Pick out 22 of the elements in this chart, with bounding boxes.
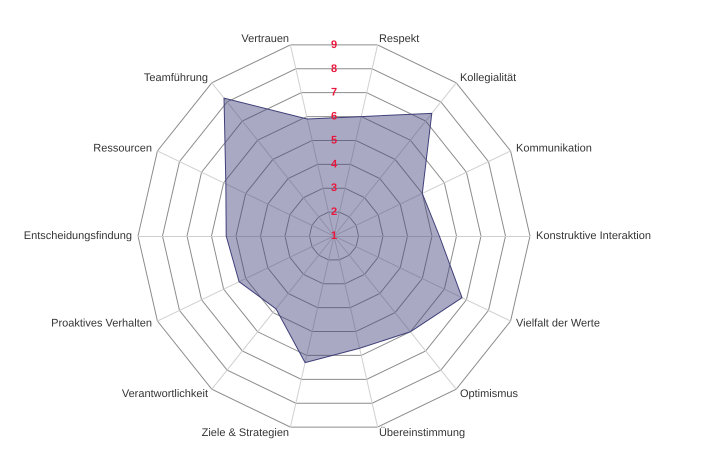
y-tick-label: 9 <box>330 38 338 51</box>
spoke-label: Proaktives Verhalten <box>51 318 152 330</box>
y-tick-label: 5 <box>330 134 338 146</box>
spoke-label: Respekt <box>378 33 420 46</box>
spoke-label: Ziele & Strategien <box>202 426 290 439</box>
spoke-label: Optimismus <box>460 388 519 400</box>
y-tick-label: 2 <box>330 206 338 218</box>
y-tick-label: 3 <box>330 182 338 194</box>
spoke-label: Vielfalt der Werte <box>516 318 600 330</box>
y-tick-label: 7 <box>330 86 338 99</box>
spoke-label: Vertrauen <box>241 33 290 46</box>
spoke-label: Konstruktive Interaktion <box>536 230 651 242</box>
spoke-label: Kommunikation <box>516 142 592 154</box>
spoke-label: Entscheidungsfindung <box>24 230 132 242</box>
spoke-label: Teamführung <box>144 72 208 84</box>
spoke-label: Kollegialität <box>460 72 516 84</box>
spoke-label: Ressourcen <box>93 142 152 154</box>
y-tick-label: 4 <box>330 158 338 170</box>
y-tick-label: 8 <box>330 62 338 75</box>
spoke-label: Verantwortlichkeit <box>122 388 208 400</box>
spoke-label: Übereinstimmung <box>378 426 466 439</box>
y-tick-label: 1 <box>330 230 338 242</box>
